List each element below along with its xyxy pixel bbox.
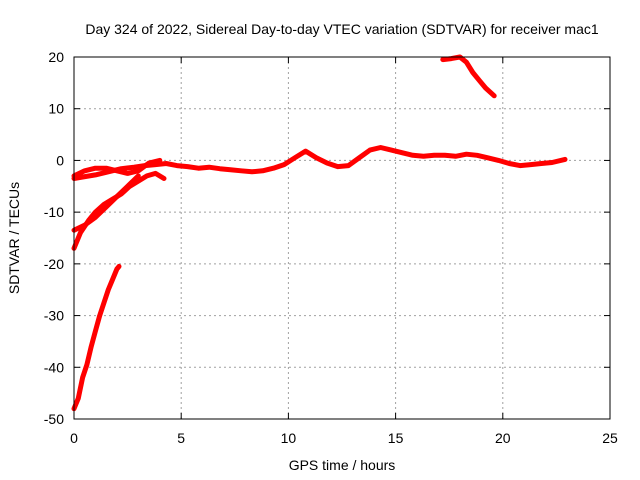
y-tick-label: -20	[44, 256, 64, 272]
series-steep-rise	[71, 263, 122, 412]
grid	[74, 57, 610, 419]
tick-marks	[73, 56, 611, 420]
x-tick-label: 5	[177, 430, 185, 446]
y-tick-label: -30	[44, 308, 64, 324]
series-main-band	[71, 145, 568, 181]
x-axis-label: GPS time / hours	[289, 457, 396, 473]
x-tick-label: 0	[70, 430, 78, 446]
plot-frame	[73, 56, 611, 420]
y-tick-labels: -50 -40 -30 -20 -10 0 10 20	[44, 49, 64, 427]
y-axis-label: SDTVAR / TECUs	[6, 182, 22, 294]
y-tick-label: -50	[44, 411, 64, 427]
series-high-segment	[440, 54, 497, 99]
x-tick-label: 10	[281, 430, 297, 446]
x-tick-label: 15	[388, 430, 404, 446]
series-low-branch	[71, 173, 141, 233]
x-tick-label: 25	[602, 430, 618, 446]
series-recovery-curve	[71, 170, 167, 251]
y-tick-label: 10	[48, 101, 64, 117]
x-tick-label: 20	[495, 430, 511, 446]
y-tick-label: 20	[48, 49, 64, 65]
series-layer	[71, 54, 568, 412]
y-tick-label: 0	[56, 152, 64, 168]
series-upper-branch	[71, 157, 163, 179]
y-tick-label: -40	[44, 359, 64, 375]
x-tick-labels: 0 5 10 15 20 25	[70, 430, 618, 446]
chart-title: Day 324 of 2022, Sidereal Day-to-day VTE…	[85, 21, 598, 37]
y-tick-label: -10	[44, 204, 64, 220]
